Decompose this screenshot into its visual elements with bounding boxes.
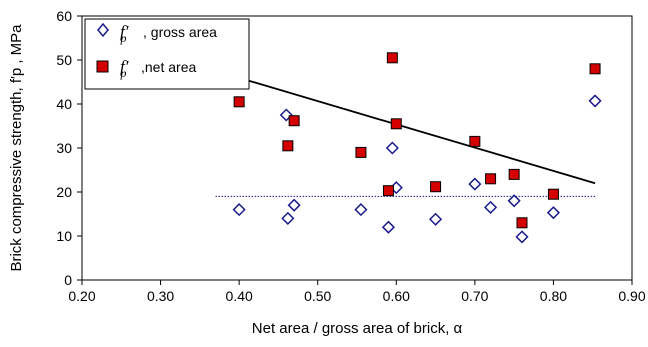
net-area-point xyxy=(516,217,528,229)
legend-marker-square xyxy=(96,60,109,73)
y-tick-label: 30 xyxy=(56,140,72,156)
gross-area-point xyxy=(429,212,443,226)
net-area-point xyxy=(485,173,497,185)
y-tick-label: 60 xyxy=(56,8,72,24)
net-area-point xyxy=(390,118,402,130)
gross-area-point xyxy=(468,177,482,191)
legend-box xyxy=(84,18,250,90)
gross-area-point xyxy=(515,230,529,244)
x-tick-label: 0.70 xyxy=(461,288,488,304)
net-area-point xyxy=(508,168,520,180)
x-tick-label: 0.50 xyxy=(304,288,331,304)
legend-item-net: f′p ,net area xyxy=(96,57,196,80)
series-net-area xyxy=(233,52,601,229)
net-area-point xyxy=(282,140,294,152)
x-axis-title: Net area / gross area of brick, α xyxy=(252,320,463,337)
x-tick-label: 0.20 xyxy=(68,288,95,304)
net-area-point xyxy=(288,115,300,127)
legend-item-gross: f′p , gross area xyxy=(97,22,217,45)
net-area-point xyxy=(430,181,442,193)
gross-area-point xyxy=(381,220,395,234)
x-tick-label: 0.80 xyxy=(540,288,567,304)
legend: f′p , gross area f′p ,net area xyxy=(84,18,250,90)
gross-area-point xyxy=(281,211,295,225)
trend-line xyxy=(223,72,596,185)
legend-symbol-net: f′p xyxy=(119,57,128,80)
gross-area-point xyxy=(546,206,560,220)
y-axis: 0 10 20 30 40 50 60 xyxy=(56,8,82,288)
x-tick-label: 0.60 xyxy=(383,288,410,304)
net-area-point xyxy=(382,185,394,197)
gross-area-point xyxy=(287,198,301,212)
y-tick-label: 50 xyxy=(56,52,72,68)
legend-symbol-gross: f′p xyxy=(119,22,128,45)
y-tick-label: 20 xyxy=(56,184,72,200)
fit-lines xyxy=(215,72,596,197)
y-tick-label: 10 xyxy=(56,228,72,244)
gross-area-point xyxy=(385,141,399,155)
legend-label-net: ,net area xyxy=(141,59,196,75)
net-area-point xyxy=(386,52,398,64)
gross-area-point xyxy=(588,94,602,108)
x-tick-label: 0.30 xyxy=(147,288,174,304)
x-axis: 0.20 0.30 0.40 0.50 0.60 0.70 0.80 0.90 xyxy=(68,280,646,304)
gross-area-point xyxy=(354,203,368,217)
net-area-point xyxy=(233,96,245,108)
x-tick-label: 0.90 xyxy=(618,288,645,304)
series-gross-area xyxy=(232,94,602,244)
y-tick-label: 0 xyxy=(64,272,72,288)
net-area-point xyxy=(589,63,601,75)
y-tick-label: 40 xyxy=(56,96,72,112)
gross-area-point xyxy=(484,200,498,214)
net-area-point xyxy=(469,135,481,147)
net-area-point xyxy=(355,146,367,158)
net-area-point xyxy=(547,188,559,200)
gross-area-point xyxy=(232,203,246,217)
y-axis-title: Brick compressive strength, f′p , MPa xyxy=(8,24,25,272)
x-tick-label: 0.40 xyxy=(226,288,253,304)
gross-area-point xyxy=(507,194,521,208)
legend-marker-diamond xyxy=(97,22,109,38)
legend-label-gross: , gross area xyxy=(143,24,217,40)
